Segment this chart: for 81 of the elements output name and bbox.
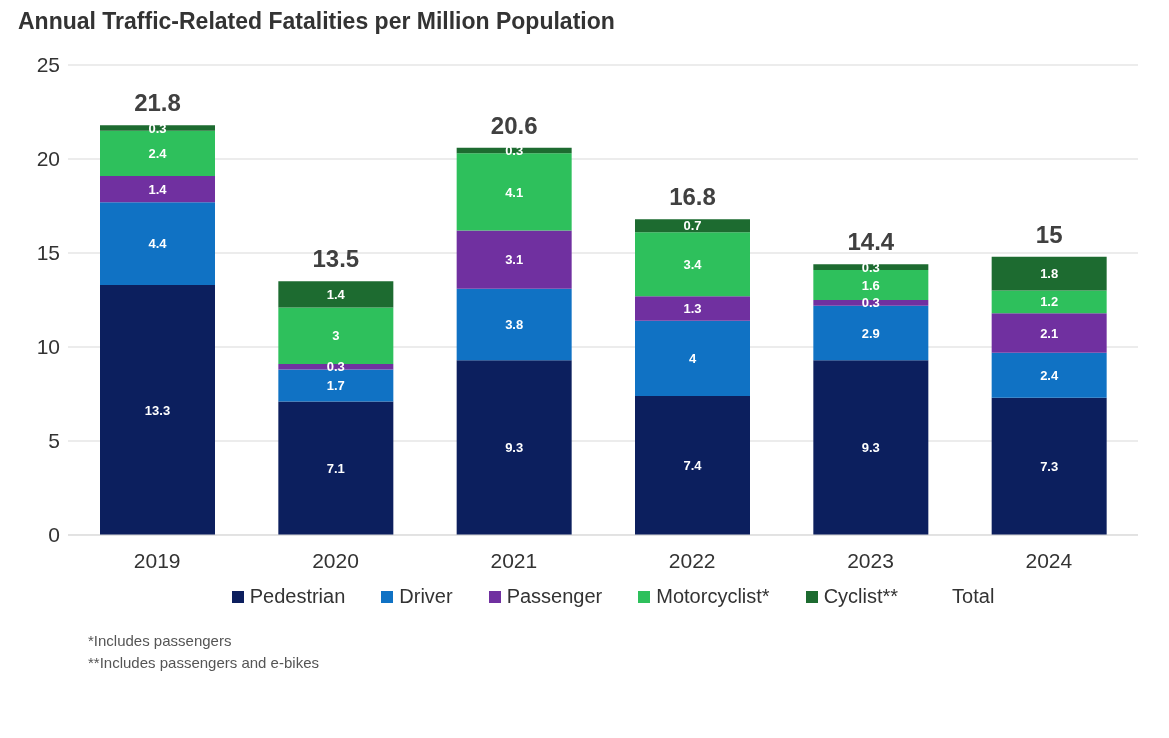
bar — [456, 360, 572, 535]
data-label: 0.3 — [326, 359, 345, 375]
bar — [635, 296, 750, 321]
data-label: 9.3 — [861, 440, 880, 456]
legend-label: Motorcyclist* — [656, 585, 770, 608]
data-label: 1.4 — [148, 181, 168, 197]
data-label: 3.1 — [505, 252, 524, 268]
bar — [456, 230, 572, 289]
bar — [991, 313, 1107, 353]
bar — [635, 232, 750, 297]
total-label: 21.8 — [134, 89, 181, 117]
text: **Includes passengers and e-bikes — [88, 653, 320, 673]
total-label: 20.6 — [490, 111, 538, 139]
bar — [635, 219, 750, 233]
data-label: 4 — [688, 350, 697, 366]
data-label: 7.1 — [326, 460, 345, 476]
data-label: 1.2 — [1040, 294, 1059, 310]
y-tick-label: 10 — [36, 335, 60, 359]
data-label: 0.3 — [861, 295, 880, 311]
text: *Includes passengers — [88, 631, 233, 651]
legend-label: Pedestrian — [249, 585, 346, 608]
data-label: 2.1 — [1040, 325, 1059, 341]
y-tick-label: 5 — [48, 429, 60, 453]
bar — [635, 320, 750, 396]
total-label: 13.5 — [312, 245, 360, 273]
x-tick-label: 2023 — [847, 548, 894, 572]
data-label: 3.4 — [683, 256, 703, 272]
bar — [100, 175, 215, 203]
y-tick-label: 0 — [48, 523, 60, 547]
bar — [278, 369, 394, 402]
data-label: 9.3 — [505, 440, 524, 456]
total-label: 15 — [1035, 220, 1063, 248]
y-tick-label: 20 — [36, 147, 60, 171]
bar — [991, 397, 1107, 535]
bar — [813, 305, 929, 361]
data-label: 2.9 — [861, 325, 880, 341]
total-label: 16.8 — [669, 183, 716, 211]
legend-label: Driver — [399, 585, 453, 608]
bar — [100, 284, 215, 535]
x-tick-label: 2019 — [133, 548, 181, 572]
bar — [813, 360, 929, 535]
x-tick-label: 2021 — [490, 548, 538, 572]
bar — [278, 307, 394, 364]
data-label: 7.3 — [1040, 458, 1059, 474]
legend-label: Passenger — [506, 585, 603, 608]
bar — [278, 281, 394, 308]
bar — [278, 401, 394, 535]
data-label: 3.8 — [505, 317, 524, 333]
data-label: 13.3 — [144, 402, 171, 418]
chart-title: Annual Traffic-Related Fatalities per Million Population — [18, 8, 616, 35]
bar — [100, 202, 215, 285]
bar — [991, 290, 1107, 314]
data-label: 1.7 — [326, 378, 345, 394]
x-tick-label: 2020 — [312, 548, 359, 572]
bar — [100, 125, 215, 131]
legend-label: Cyclist** — [823, 585, 899, 608]
total-label: 14.4 — [847, 228, 895, 256]
bar — [456, 288, 572, 361]
data-label: 4.1 — [505, 184, 524, 200]
bar — [278, 363, 394, 370]
data-label: 0.7 — [683, 218, 702, 234]
y-tick-label: 15 — [36, 241, 60, 265]
bar — [991, 256, 1107, 291]
data-label: 1.3 — [683, 301, 702, 317]
x-tick-label: 2024 — [1025, 548, 1073, 572]
data-label: 4.4 — [148, 236, 168, 252]
data-label: 7.4 — [683, 458, 703, 474]
data-label: 2.4 — [1040, 367, 1059, 383]
text: Total — [952, 585, 995, 608]
data-label: 1.4 — [326, 286, 346, 302]
bar — [635, 395, 750, 535]
bar — [813, 300, 929, 306]
x-tick-label: 2022 — [668, 548, 716, 572]
bar — [813, 264, 929, 270]
y-tick-label: 25 — [36, 53, 60, 77]
data-label: 3 — [332, 328, 340, 344]
data-label: 1.8 — [1040, 266, 1059, 282]
bar — [456, 153, 572, 231]
bar — [991, 352, 1107, 398]
data-label: 1.6 — [861, 277, 880, 293]
data-label: 2.4 — [148, 145, 168, 161]
